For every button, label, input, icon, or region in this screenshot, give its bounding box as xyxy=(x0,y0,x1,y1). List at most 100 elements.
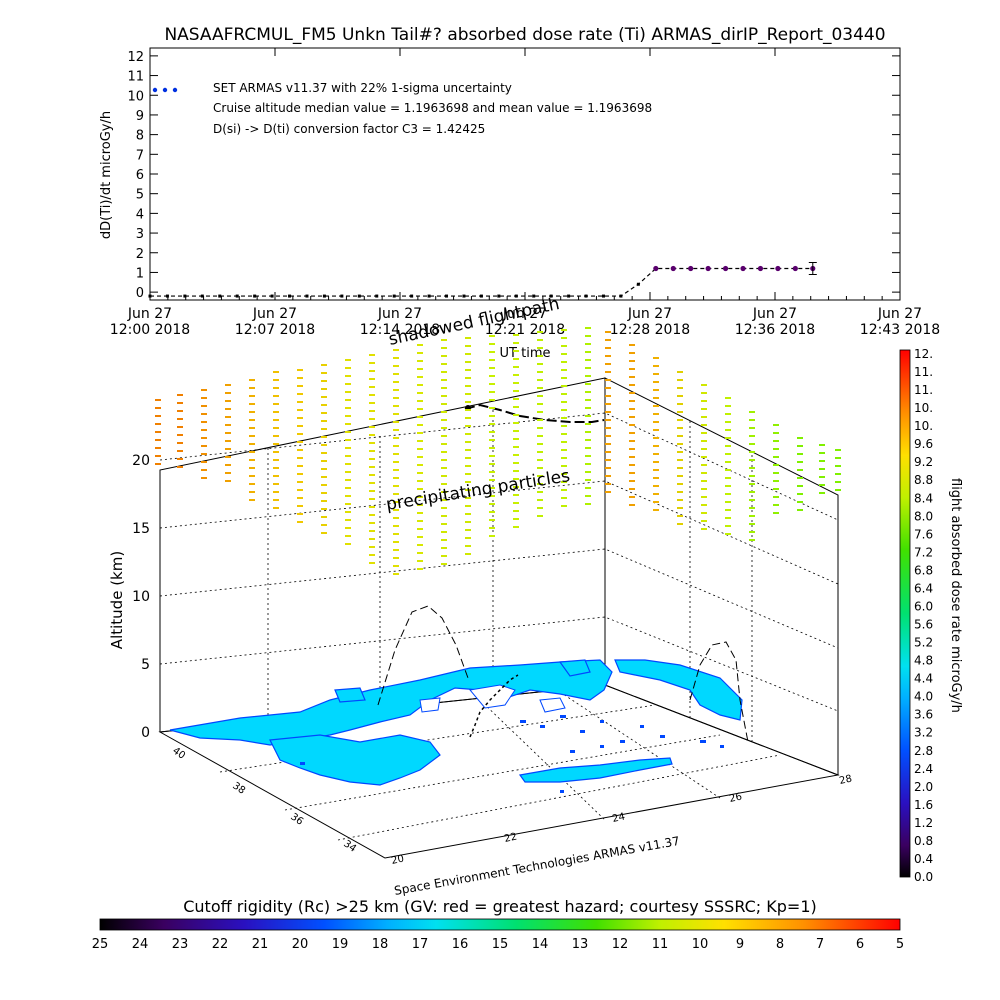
altitude-3d-plot: Altitude (km) 0 5 10 15 20 40 38 36 34 2… xyxy=(108,294,853,898)
dose-rate-chart: NASAAFRCMUL_FM5 Unkn Tail#? absorbed dos… xyxy=(99,25,940,361)
dose-colorbar-label: 0.4 xyxy=(914,852,933,866)
data-point xyxy=(235,294,239,298)
longitude-ticks: 20 22 24 26 28 xyxy=(390,774,853,867)
cutoff-colorbar-label: 23 xyxy=(172,937,189,952)
dose-colorbar-label: 11. xyxy=(914,365,933,379)
altitude-tick-label: 5 xyxy=(141,657,150,673)
lat-tick-label: 40 xyxy=(170,745,187,761)
legend-line-2: Cruise altitude median value = 1.1963698… xyxy=(213,101,652,115)
dose-colorbar-label: 1.6 xyxy=(914,798,933,812)
y-tick-label: 0 xyxy=(136,286,144,301)
data-point xyxy=(532,294,536,298)
lat-tick-label: 34 xyxy=(341,838,358,854)
y-tick-label: 8 xyxy=(136,129,144,144)
data-point xyxy=(392,294,396,298)
lon-tick-label: 24 xyxy=(611,812,626,825)
lat-tick-label: 38 xyxy=(230,780,247,796)
sea-interior xyxy=(419,684,566,713)
x-tick-label-time: 12:14 2018 xyxy=(360,322,440,338)
x-tick-label-time: 12:21 2018 xyxy=(485,322,565,338)
dose-colorbar-label: 2.4 xyxy=(914,762,933,776)
data-point xyxy=(183,294,187,298)
data-point xyxy=(340,294,344,298)
dose-colorbar-label: 5.6 xyxy=(914,618,933,632)
dose-rate-colorbar: 0.0 0.4 0.8 1.2 1.6 2.0 2.4 2.8 3.2 3.6 4.0 4.4 4.8 5… xyxy=(899,347,963,884)
data-point xyxy=(462,294,466,298)
cutoff-colorbar-label: 20 xyxy=(292,937,309,952)
data-point xyxy=(792,265,798,272)
x-axis-label: UT time xyxy=(500,346,551,361)
dose-colorbar-label: 0.8 xyxy=(914,834,933,848)
cutoff-colorbar-label: 18 xyxy=(372,937,389,952)
data-point xyxy=(253,294,257,298)
dose-colorbar-gradient xyxy=(899,349,911,878)
data-point xyxy=(497,294,501,298)
legend-marker xyxy=(172,87,178,93)
data-point xyxy=(619,294,623,298)
data-point xyxy=(722,265,729,272)
x-tick-label-time: 12:07 2018 xyxy=(235,322,315,338)
data-point xyxy=(148,294,152,298)
dose-colorbar-label: 8.4 xyxy=(914,491,933,505)
x-tick-label-date: Jun 27 xyxy=(627,306,672,322)
data-point xyxy=(288,294,292,298)
x-tick-label-time: 12:00 2018 xyxy=(110,322,190,338)
dose-colorbar-label: 0.0 xyxy=(914,870,933,884)
cutoff-rigidity-colorbar: Cutoff rigidity (Rc) >25 km (GV: red = g… xyxy=(92,897,904,952)
cutoff-colorbar-gradient xyxy=(99,918,901,931)
x-tick-label-date: Jun 27 xyxy=(752,306,797,322)
altitude-grid xyxy=(159,410,839,841)
data-point xyxy=(200,294,204,298)
data-point xyxy=(479,294,483,298)
x-tick-label-date: Jun 27 xyxy=(127,306,172,322)
data-point xyxy=(427,294,431,298)
data-point xyxy=(514,294,518,298)
dose-colorbar-label: 1.2 xyxy=(914,816,933,830)
cutoff-colorbar-label: 24 xyxy=(132,937,149,952)
data-point xyxy=(375,294,379,298)
data-point xyxy=(653,265,659,272)
data-point xyxy=(270,294,274,298)
y-tick-label: 1 xyxy=(136,266,144,281)
dose-colorbar-label: 4.8 xyxy=(914,654,933,668)
dose-colorbar-label: 6.4 xyxy=(914,581,933,595)
map-floor xyxy=(158,684,840,859)
cutoff-colorbar-label: 6 xyxy=(856,937,864,952)
precipitating-particles-label: precipitating particles xyxy=(385,466,572,515)
data-point xyxy=(688,265,694,272)
data-point xyxy=(567,294,571,298)
dose-colorbar-label: 4.0 xyxy=(914,690,933,704)
y-tick-label: 4 xyxy=(136,207,144,222)
x-tick-label-date: Jun 27 xyxy=(877,306,922,322)
legend-marker xyxy=(152,87,158,93)
cutoff-colorbar-label: 25 xyxy=(92,937,109,952)
dose-colorbar-label: 8.8 xyxy=(914,473,933,487)
cutoff-colorbar-label: 17 xyxy=(412,937,429,952)
data-point xyxy=(549,294,553,298)
x-tick-label-time: 12:28 2018 xyxy=(610,322,690,338)
data-point xyxy=(601,294,605,298)
cutoff-contour-2 xyxy=(689,641,749,743)
islands xyxy=(300,715,724,793)
dose-colorbar-label: 7.6 xyxy=(914,527,933,541)
cutoff-colorbar-label: 7 xyxy=(816,937,824,952)
precipitating-particles xyxy=(155,327,841,575)
cutoff-colorbar-label: 13 xyxy=(572,937,589,952)
cutoff-colorbar-label: 8 xyxy=(776,937,784,952)
cutoff-colorbar-label: 5 xyxy=(896,937,904,952)
x-tick-label-date: Jun 27 xyxy=(377,306,422,322)
altitude-tick-label: 20 xyxy=(132,453,150,469)
cutoff-colorbar-label: 12 xyxy=(612,937,629,952)
y-tick-label: 6 xyxy=(136,168,144,183)
dose-colorbar-label: 2.8 xyxy=(914,744,933,758)
cutoff-colorbar-label: 21 xyxy=(252,937,269,952)
dose-colorbar-label: 5.2 xyxy=(914,636,933,650)
footer-credit: Space Environment Technologies ARMAS v11… xyxy=(393,834,681,898)
lon-tick-label: 26 xyxy=(728,792,743,805)
data-point xyxy=(445,294,449,298)
y-tick-label: 7 xyxy=(136,148,144,163)
dose-colorbar-label: 9.2 xyxy=(914,455,933,469)
data-point xyxy=(670,265,676,272)
data-point xyxy=(705,265,711,272)
